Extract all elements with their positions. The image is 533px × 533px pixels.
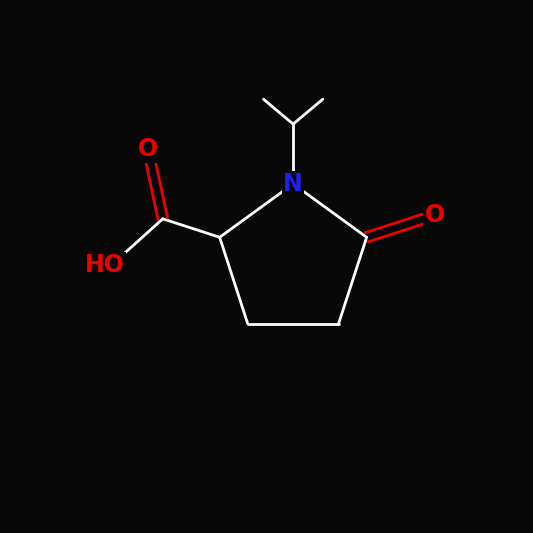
Text: O: O [425,203,445,227]
Text: HO: HO [85,253,125,277]
Text: O: O [138,138,158,161]
Text: N: N [283,172,303,196]
